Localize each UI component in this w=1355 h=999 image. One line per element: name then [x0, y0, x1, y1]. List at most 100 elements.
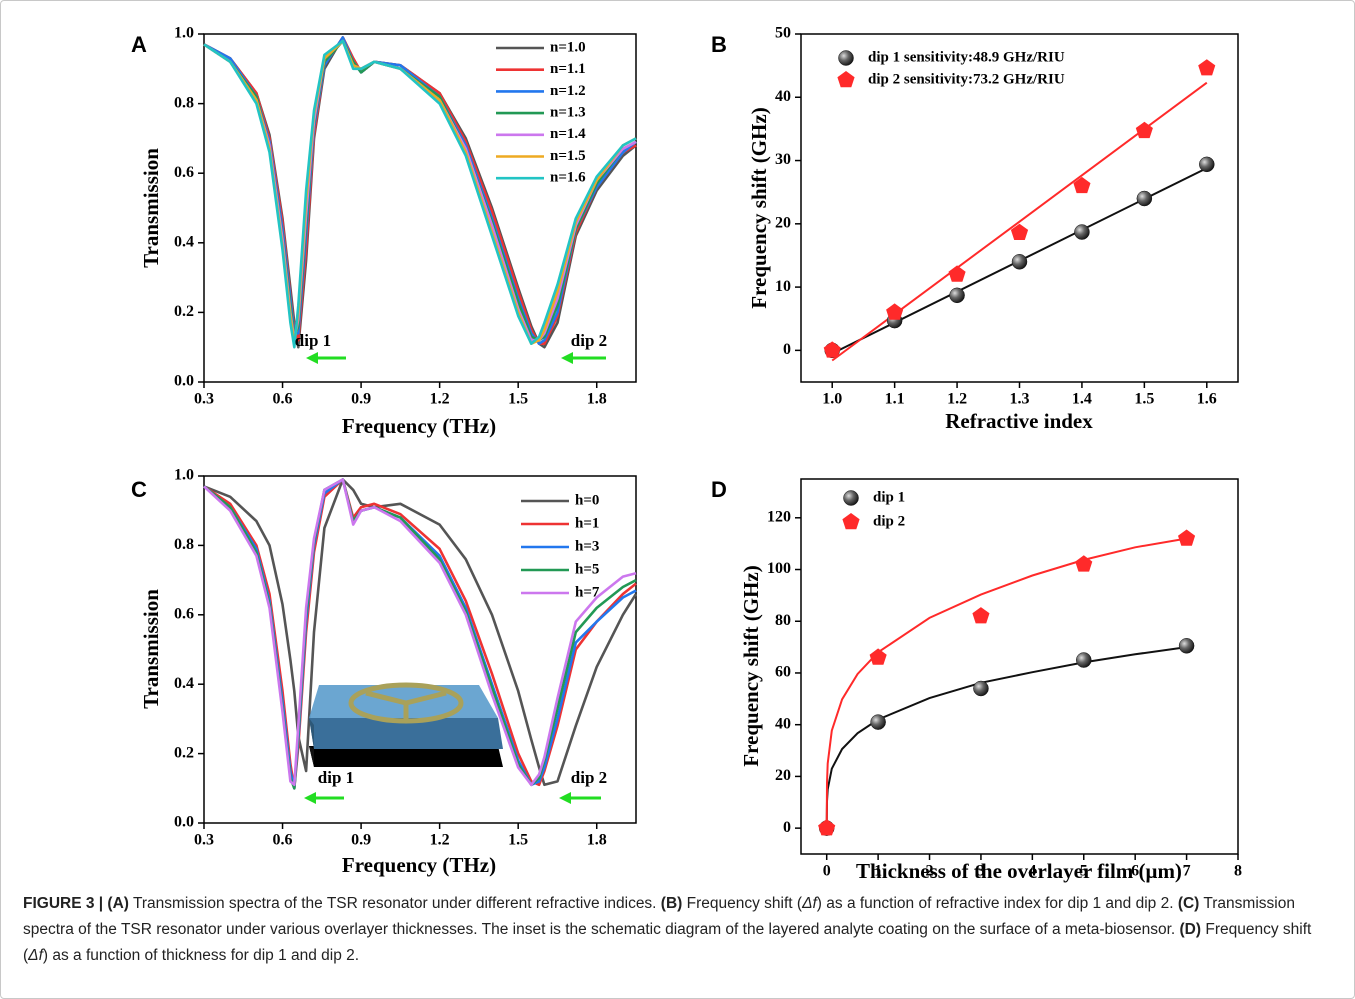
annotation: dip 2 [571, 768, 607, 787]
x-tick-label: 2 [926, 863, 934, 880]
marker [870, 714, 886, 730]
x-axis-label: Thickness of the overlayer film (μm) [856, 859, 1182, 883]
legend-marker [843, 490, 859, 506]
x-tick-label: 3 [977, 863, 985, 880]
y-tick-label: 40 [775, 715, 791, 732]
fit-line [825, 537, 1187, 829]
legend-label: n=1.2 [550, 83, 586, 99]
y-axis-label: Transmission [139, 148, 163, 268]
x-tick-label: 4 [1028, 863, 1036, 880]
y-tick-label: 50 [775, 25, 791, 42]
x-tick-label: 1.5 [1134, 391, 1154, 408]
x-tick-label: 0 [823, 863, 831, 880]
legend-label: n=1.4 [550, 126, 586, 142]
y-tick-label: 20 [775, 767, 791, 784]
x-tick-label: 1 [874, 863, 882, 880]
annotation: dip 2 [571, 331, 607, 350]
arrow-head [561, 352, 573, 364]
x-tick-label: 1.8 [587, 832, 607, 849]
marker [1178, 638, 1195, 654]
marker [1011, 254, 1028, 270]
marker [1073, 176, 1091, 194]
y-tick-label: 0.2 [174, 303, 194, 320]
marker [1075, 555, 1093, 572]
marker [886, 303, 904, 320]
marker [1135, 121, 1153, 139]
caption-text: FIGURE 3 | (A) [23, 895, 129, 912]
y-tick-label: 0 [783, 819, 791, 836]
legend-label: h=3 [575, 538, 599, 554]
marker [1074, 224, 1090, 240]
legend-label: n=1.5 [550, 148, 586, 164]
legend-label: dip 1 sensitivity:48.9 GHz/RIU [868, 49, 1065, 65]
x-axis-label: Refractive index [945, 409, 1093, 433]
caption: FIGURE 3 | (A) Transmission spectra of t… [23, 891, 1333, 969]
caption-text: Frequency shift ( [23, 921, 1312, 964]
y-tick-label: 0.0 [174, 814, 194, 831]
marker [948, 265, 966, 282]
x-tick-label: 1.1 [885, 391, 905, 408]
marker [869, 648, 887, 665]
marker [823, 341, 841, 358]
panel-letter: C [131, 477, 147, 502]
x-tick-label: 1.5 [508, 832, 528, 849]
marker [1199, 156, 1215, 173]
y-tick-label: 30 [775, 151, 791, 168]
legend-label: n=1.1 [550, 61, 586, 77]
x-tick-label: 1.5 [508, 391, 528, 408]
marker [949, 287, 965, 304]
marker [818, 819, 836, 836]
y-tick-label: 10 [775, 278, 791, 295]
x-tick-label: 7 [1183, 863, 1191, 880]
caption-text: ) as a function of refractive index for … [816, 895, 1178, 912]
caption-text: Δf [802, 895, 817, 912]
x-tick-label: 8 [1234, 863, 1242, 880]
y-tick-label: 0 [783, 341, 791, 358]
y-tick-label: 20 [775, 214, 791, 231]
caption-text: Frequency shift ( [682, 895, 803, 912]
y-axis-label: Transmission [139, 589, 163, 709]
x-tick-label: 0.9 [351, 391, 371, 408]
caption-text: ) as a function of thickness for dip 1 a… [42, 947, 360, 964]
y-axis-label: Frequency shift (GHz) [739, 565, 763, 766]
legend-label: n=1.6 [550, 170, 586, 186]
y-tick-label: 40 [775, 88, 791, 105]
y-tick-label: 120 [767, 508, 791, 525]
y-tick-label: 0.0 [174, 373, 194, 390]
caption-text: (B) [660, 895, 683, 912]
x-tick-label: 0.6 [273, 391, 293, 408]
y-tick-label: 0.2 [174, 744, 194, 761]
annotation: dip 1 [295, 331, 331, 350]
legend-label: h=0 [575, 492, 599, 508]
x-tick-label: 5 [1080, 863, 1088, 880]
annotation: dip 1 [318, 768, 354, 787]
legend-label: h=1 [575, 515, 599, 531]
legend-label: dip 1 [873, 489, 905, 505]
x-tick-label: 0.6 [273, 832, 293, 849]
plot-frame [800, 478, 1239, 855]
legend-marker [837, 71, 855, 88]
marker [973, 680, 989, 697]
y-tick-label: 60 [775, 664, 791, 681]
caption-text: (D) [1179, 921, 1202, 938]
y-tick-label: 1.0 [174, 467, 194, 484]
y-tick-label: 0.4 [174, 233, 194, 250]
y-tick-label: 80 [775, 612, 791, 629]
y-tick-label: 0.6 [174, 164, 194, 181]
marker [1198, 59, 1216, 76]
marker [1010, 223, 1029, 240]
plot-frame [203, 475, 637, 824]
marker [1178, 529, 1196, 546]
x-tick-label: 1.4 [1072, 391, 1092, 408]
caption-text: Δf [28, 947, 43, 964]
panel-letter: A [131, 32, 147, 57]
x-tick-label: 1.8 [587, 391, 607, 408]
x-tick-label: 6 [1131, 863, 1139, 880]
y-tick-label: 1.0 [174, 25, 194, 42]
panel-letter: B [711, 32, 727, 57]
legend-marker [838, 50, 854, 66]
plot-frame [203, 33, 637, 383]
legend-label: dip 2 [873, 513, 905, 529]
figure-charts: 0.3 0.6 0.9 1.2 1.5 1.8 0.0 0.2 0.4 0.6 0.8 1.0 A Fre… [131, 25, 1242, 883]
arrow-head [304, 792, 316, 804]
